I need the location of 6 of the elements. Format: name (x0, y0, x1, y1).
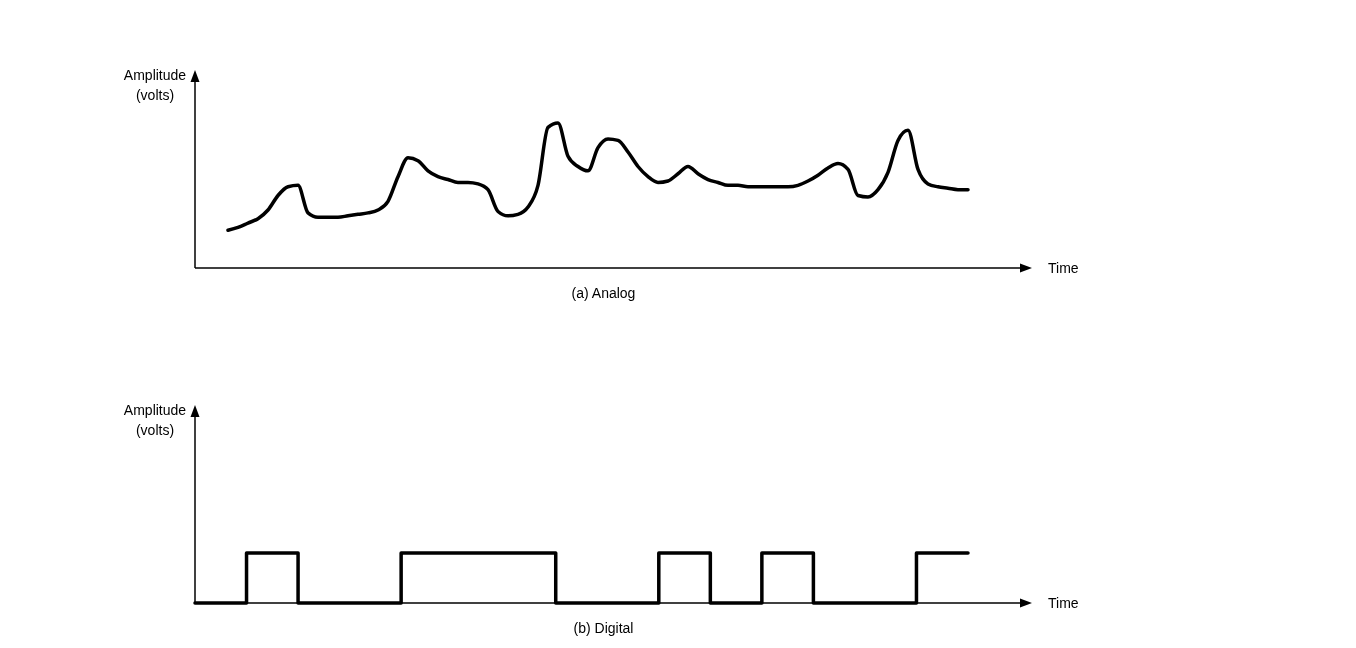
text: (b) Digital (573, 620, 634, 636)
text: (a) Analog (571, 285, 636, 301)
y-axis-title: Amplitude (volts) (123, 402, 187, 438)
x-axis-title: Time (1048, 595, 1079, 611)
y-axis-title: Amplitude (volts) (123, 67, 187, 103)
x-axis-title: Time (1048, 260, 1079, 276)
